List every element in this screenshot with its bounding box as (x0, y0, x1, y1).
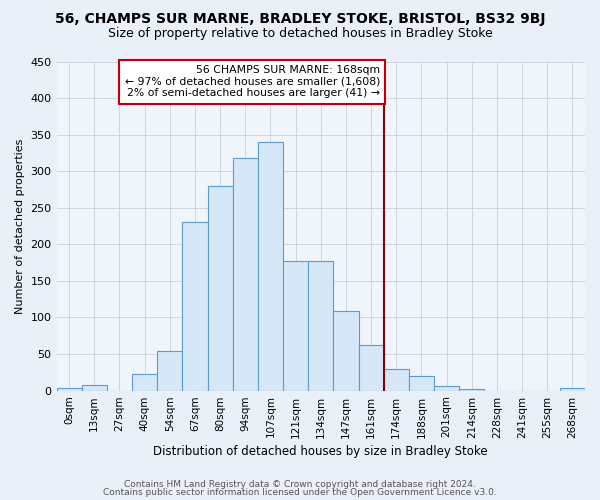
Text: Contains public sector information licensed under the Open Government Licence v3: Contains public sector information licen… (103, 488, 497, 497)
Text: Contains HM Land Registry data © Crown copyright and database right 2024.: Contains HM Land Registry data © Crown c… (124, 480, 476, 489)
Bar (560, 388, 585, 390)
Y-axis label: Number of detached properties: Number of detached properties (15, 138, 25, 314)
Text: 56, CHAMPS SUR MARNE, BRADLEY STOKE, BRISTOL, BS32 9BJ: 56, CHAMPS SUR MARNE, BRADLEY STOKE, BRI… (55, 12, 545, 26)
Bar (82, 386, 107, 390)
Bar (182, 222, 208, 390)
Bar (157, 351, 182, 391)
X-axis label: Distribution of detached houses by size in Bradley Stoke: Distribution of detached houses by size … (154, 444, 488, 458)
Bar (308, 261, 334, 390)
Bar (258, 142, 283, 390)
Bar (383, 368, 409, 390)
Text: Size of property relative to detached houses in Bradley Stoke: Size of property relative to detached ho… (107, 28, 493, 40)
Bar (233, 158, 258, 390)
Bar (208, 186, 233, 390)
Bar (359, 345, 383, 391)
Bar (56, 388, 82, 390)
Bar (434, 386, 459, 390)
Bar (459, 389, 484, 390)
Bar (409, 376, 434, 390)
Bar (283, 261, 308, 390)
Bar (334, 311, 359, 390)
Text: 56 CHAMPS SUR MARNE: 168sqm
← 97% of detached houses are smaller (1,608)
2% of s: 56 CHAMPS SUR MARNE: 168sqm ← 97% of det… (125, 65, 380, 98)
Bar (132, 374, 157, 390)
